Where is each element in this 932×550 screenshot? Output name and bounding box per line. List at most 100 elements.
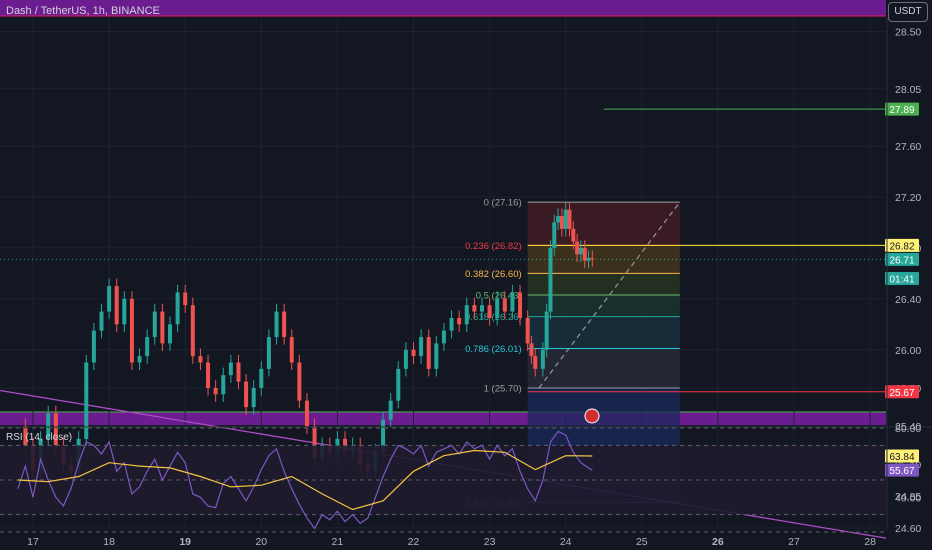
price-badge <box>885 102 919 116</box>
candle-body <box>540 349 545 369</box>
fib-level-label: 0.382 (26.60) <box>465 269 522 280</box>
price-tick-label: 28.50 <box>895 27 921 39</box>
price-badge <box>885 271 919 285</box>
time-tick-label: 19 <box>179 536 191 548</box>
time-tick-label: 25 <box>636 536 648 548</box>
fib-zone <box>527 316 680 349</box>
rsi-ma-line <box>17 449 593 511</box>
candle-body <box>183 292 188 306</box>
rsi-badge <box>885 463 919 477</box>
fib-level-label: 1 (25.70) <box>484 383 522 394</box>
fib-zone <box>527 202 680 246</box>
candle-body <box>244 381 249 408</box>
candle-body <box>525 317 530 344</box>
candle-body <box>23 426 28 446</box>
candle-body <box>297 362 302 401</box>
price-badge <box>885 252 919 266</box>
candle-body <box>388 400 393 420</box>
candle-body <box>107 286 112 312</box>
candle-body <box>548 247 553 312</box>
fib-trend-line <box>538 201 681 389</box>
candle-body <box>464 305 469 325</box>
candle-body <box>544 311 549 350</box>
fib-zone <box>527 273 680 296</box>
fib-zone <box>527 245 680 274</box>
candle-body <box>556 216 561 223</box>
candle-body <box>152 311 157 338</box>
candle-body <box>559 216 564 229</box>
candle-body <box>529 343 534 357</box>
candle-body <box>289 337 294 363</box>
candle-body <box>411 349 416 357</box>
candle-body <box>175 292 180 325</box>
candle-body <box>582 247 587 261</box>
top-band <box>0 0 886 16</box>
price-tick-label: 26.40 <box>895 294 921 306</box>
candle-body <box>221 375 226 395</box>
candle-body <box>552 222 557 248</box>
candle-body <box>457 317 462 325</box>
candle-body <box>479 305 484 312</box>
replay-icon <box>584 408 600 424</box>
candle-body <box>304 400 309 427</box>
currency-button[interactable]: USDT <box>888 2 928 22</box>
candle-body <box>274 311 279 338</box>
symbol-label: Dash / TetherUS, 1h, BINANCE <box>6 5 160 17</box>
candle-body <box>129 298 134 363</box>
candle-body <box>495 298 500 318</box>
candle-body <box>487 305 492 318</box>
candle-body <box>518 292 523 318</box>
rsi-tick-label: 40.00 <box>895 492 921 504</box>
candle-body <box>266 337 271 369</box>
fib-zone <box>527 348 680 388</box>
candle-body <box>91 330 96 363</box>
candle-body <box>114 286 119 325</box>
fib-level-label: 0.5 (26.43) <box>476 291 522 302</box>
candle-body <box>99 311 104 331</box>
price-badge-text: 01:41 <box>889 274 914 285</box>
time-tick-label: 21 <box>332 536 344 548</box>
fib-level-label: 0.786 (26.01) <box>465 344 522 355</box>
candle-body <box>441 330 446 344</box>
time-tick-label: 22 <box>408 536 420 548</box>
price-badge-text: 27.89 <box>889 105 914 116</box>
rsi-line <box>17 430 593 530</box>
candle-body <box>84 362 89 439</box>
candle-body <box>145 337 150 357</box>
candle-body <box>571 228 576 242</box>
time-tick-label: 26 <box>712 536 724 548</box>
time-tick-label: 23 <box>484 536 496 548</box>
candle-body <box>449 317 454 331</box>
candle-body <box>396 368 401 401</box>
candle-body <box>403 349 408 369</box>
candle-body <box>510 292 515 312</box>
time-tick-label: 28 <box>864 536 876 548</box>
fib-level-label: 0.618 (26.26) <box>465 312 522 323</box>
candle-body <box>533 356 538 369</box>
candle-body <box>198 356 203 363</box>
candle-body <box>213 387 218 395</box>
candle-body <box>312 426 317 458</box>
candle-body <box>206 362 211 388</box>
price-badge <box>885 238 919 252</box>
price-badge-text: 26.82 <box>889 241 914 252</box>
candle-body <box>259 368 264 388</box>
price-tick-label: 27.20 <box>895 192 921 204</box>
time-tick-label: 24 <box>560 536 572 548</box>
time-tick-label: 17 <box>27 536 39 548</box>
price-tick-label: 27.60 <box>895 141 921 153</box>
candle-body <box>251 387 256 408</box>
price-badge <box>885 385 919 399</box>
candle-body <box>160 311 165 344</box>
candle-body <box>282 311 287 338</box>
candle-body <box>575 241 580 255</box>
price-tick-label: 24.85 <box>895 491 921 503</box>
candle-body <box>586 258 591 261</box>
rsi-badge-text: 63.84 <box>889 452 914 463</box>
candle-body <box>578 247 583 255</box>
bottom-band <box>0 412 886 425</box>
candle-body <box>502 298 507 312</box>
candle-body <box>122 298 127 325</box>
candle-body <box>590 258 595 260</box>
